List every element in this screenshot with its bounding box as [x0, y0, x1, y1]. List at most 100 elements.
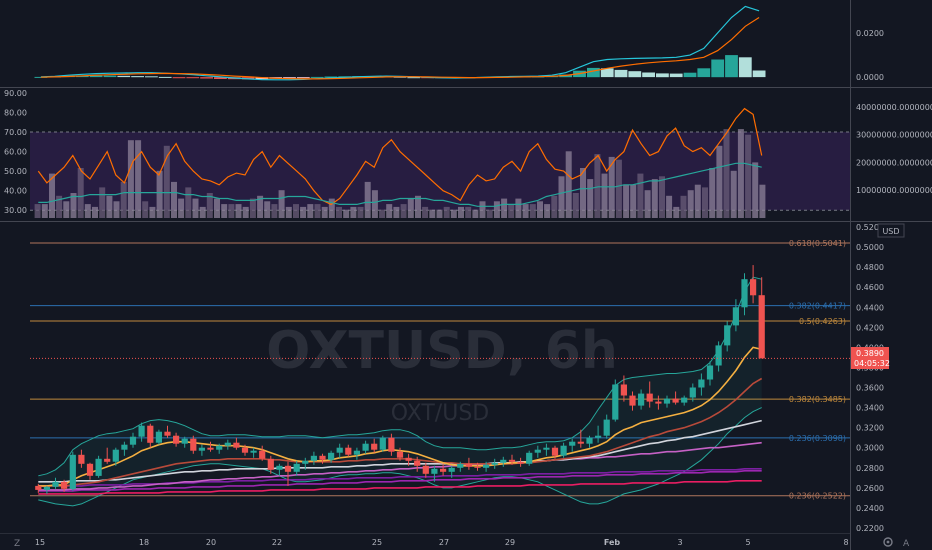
candle-body: [706, 365, 714, 380]
macd-panel[interactable]: [34, 5, 766, 81]
fib-level-label: 0.236(0.3098): [789, 434, 846, 443]
candle-body: [35, 485, 42, 490]
volume-bar: [163, 145, 170, 218]
macd-histogram-bar: [407, 77, 421, 79]
volume-bar: [680, 195, 687, 218]
volume-axis-tick-label: 40000000.00000000: [856, 103, 932, 112]
candle-body: [328, 452, 335, 460]
macd-histogram-bar: [283, 77, 296, 79]
fib-level-label: 0.618(0.5041): [789, 239, 846, 248]
moving-average-line: [38, 441, 762, 491]
volume-bar: [228, 204, 235, 218]
volume-bar: [580, 168, 586, 218]
candle-body: [620, 384, 627, 396]
volume-bar: [307, 204, 314, 218]
rsi-axis-tick-label: 80.00: [4, 109, 27, 118]
candle-body: [259, 450, 266, 459]
candle-body: [595, 435, 602, 438]
volume-bar: [716, 145, 723, 218]
candle-body: [267, 458, 274, 470]
moving-average-line: [38, 480, 762, 495]
time-axis-tick-label: 20: [206, 538, 216, 547]
candlesticks[interactable]: [35, 265, 765, 494]
zoom-reset-button[interactable]: Z: [14, 539, 20, 549]
volume-bar: [77, 168, 84, 218]
volume-bar: [41, 204, 48, 218]
candle-body: [362, 443, 369, 451]
macd-histogram-bar: [725, 55, 738, 78]
volume-bar: [328, 198, 335, 218]
macd-axis-tick-label: 0.0000: [856, 73, 884, 82]
macd-histogram-bar: [145, 76, 158, 78]
macd-histogram-bar: [186, 77, 200, 79]
moving-average-line: [38, 470, 762, 492]
volume-bar: [321, 206, 328, 218]
volume-bar: [429, 209, 436, 218]
macd-histogram-bar: [738, 57, 752, 78]
macd-histogram-bar: [669, 73, 683, 78]
macd-histogram-bar: [683, 72, 697, 78]
currency-label: USD: [882, 227, 899, 236]
price-axis-tick-label: 0.3400: [856, 404, 884, 413]
rsi-axis-tick-label: 50.00: [4, 167, 27, 176]
candle-body: [284, 465, 292, 472]
volume-bar: [293, 204, 299, 218]
rsi-panel[interactable]: [37, 107, 763, 207]
volume-bar: [615, 159, 622, 218]
volume-bar: [608, 156, 615, 218]
macd-histogram-bar: [656, 73, 669, 78]
volume-bar: [422, 206, 429, 218]
candle-body: [715, 345, 722, 366]
candle-body: [629, 395, 636, 406]
price-axis-tick-label: 0.4400: [856, 303, 884, 312]
currency-tag[interactable]: [877, 223, 905, 238]
volume-bar: [565, 151, 572, 218]
volume-bar: [644, 190, 651, 218]
volume-bar: [99, 187, 106, 218]
price-axis-tick-label: 0.4600: [856, 283, 884, 292]
last-price-badge: [851, 347, 889, 369]
candle-body: [233, 442, 240, 448]
candle-body: [216, 445, 223, 450]
volume-bar: [127, 140, 134, 218]
candle-body: [69, 454, 76, 489]
macd-histogram-bar: [587, 67, 600, 78]
macd-histogram-bar: [131, 76, 144, 78]
candle-body: [379, 437, 386, 450]
macd-histogram-bar: [614, 69, 628, 78]
macd-histogram-bar: [310, 76, 324, 78]
candle-body: [526, 452, 533, 464]
candle-body: [724, 325, 731, 346]
candle-body: [577, 441, 584, 444]
macd-histogram-bar: [158, 76, 172, 78]
volume-bar: [343, 209, 350, 218]
fibonacci-levels[interactable]: 0.618(0.5041) 0.382(0.4417) 0.5(0.4263) 0.3…: [30, 239, 850, 501]
volume-bar: [386, 204, 393, 218]
candle-body: [474, 466, 481, 468]
axes[interactable]: 0.0200 0.0000 90.00 80.00 70.00 60.00 50.00 40.…: [4, 29, 932, 547]
gear-icon[interactable]: [883, 537, 893, 547]
candle-body: [543, 447, 550, 450]
volume-bar: [34, 204, 41, 218]
candle-body: [638, 393, 645, 406]
symbol-watermark: OXTUSD, 6h: [266, 321, 618, 381]
candle-body: [663, 398, 671, 404]
bar-countdown: 04:05:32: [854, 359, 890, 368]
candle-body: [500, 459, 507, 463]
macd-histogram-bar: [34, 76, 48, 78]
candle-body: [612, 384, 619, 420]
candle-body: [224, 442, 231, 446]
macd-histogram-bar: [200, 77, 213, 79]
volume-bar: [501, 198, 508, 218]
candle-body: [534, 449, 541, 453]
volume-bar: [709, 168, 716, 218]
macd-histogram-bar: [172, 77, 186, 79]
time-axis-tick-label: 3: [677, 538, 682, 547]
candle-body: [61, 481, 68, 489]
candle-body: [52, 481, 59, 487]
auto-scale-button[interactable]: A: [903, 539, 910, 549]
volume-bar: [601, 173, 608, 218]
fib-level-label: 0.236(0.2522): [789, 492, 846, 501]
volume-bar: [479, 201, 486, 218]
